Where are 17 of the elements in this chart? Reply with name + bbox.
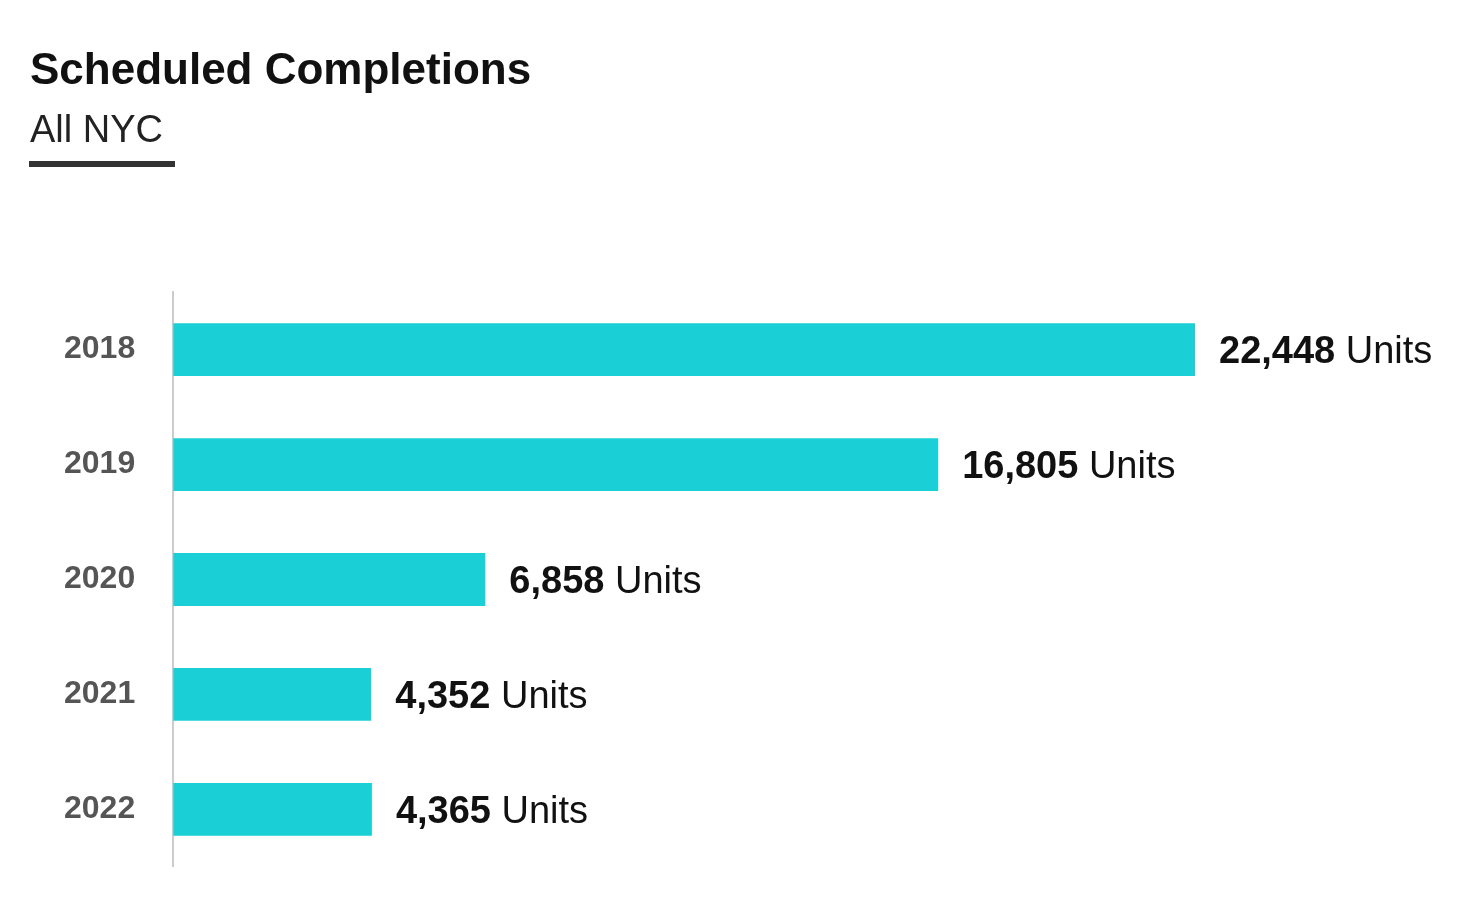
bar xyxy=(173,553,486,606)
bar xyxy=(173,667,372,721)
y-tick-label: 2018 xyxy=(64,329,136,366)
data-label: 22,448 Units xyxy=(1219,329,1433,372)
chart-subtitle: All NYC xyxy=(30,108,164,151)
bar xyxy=(173,782,372,836)
y-tick-label: 2022 xyxy=(64,789,136,826)
data-label: 4,365 Units xyxy=(395,788,589,831)
data-label: 16,805 Units xyxy=(962,444,1176,487)
bar xyxy=(173,323,1195,377)
bar xyxy=(173,438,939,492)
y-tick-label: 2019 xyxy=(64,444,136,481)
chart-title: Scheduled Completions xyxy=(30,44,532,94)
data-label: 4,352 Units xyxy=(395,673,588,716)
y-tick-label: 2020 xyxy=(64,559,136,596)
y-tick-label: 2021 xyxy=(64,674,136,711)
data-label: 6,858 Units xyxy=(509,558,702,601)
